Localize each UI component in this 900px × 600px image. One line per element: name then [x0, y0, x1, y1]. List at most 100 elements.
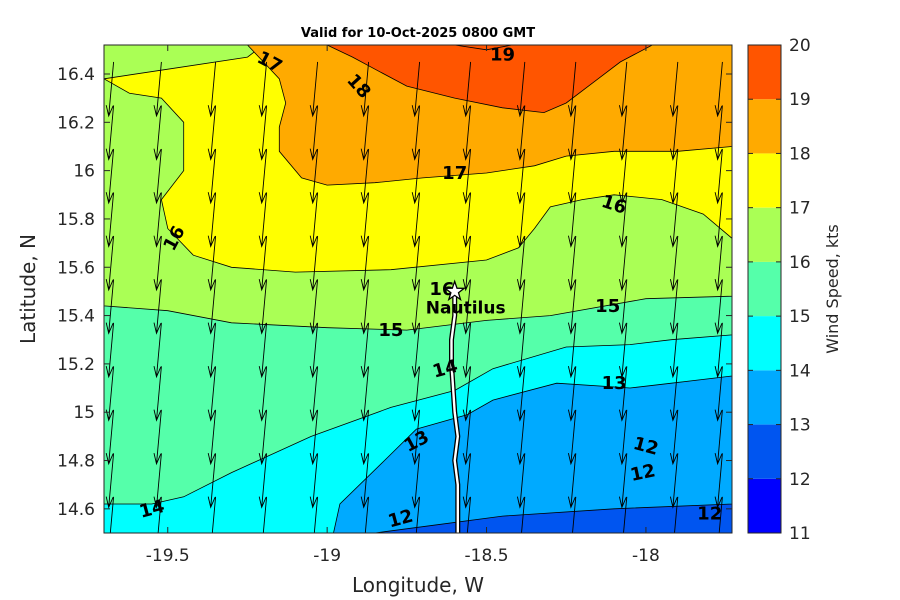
wind-vector [618, 105, 628, 161]
wind-vector [567, 366, 577, 422]
x-tick-label: -18 [632, 546, 660, 566]
plot-frame [103, 44, 733, 534]
colorbar-segment [748, 207, 781, 262]
y-tick-label: 15 [73, 403, 95, 423]
wind-vector [207, 279, 217, 335]
wind-vector [669, 61, 679, 118]
colorbar-tick-label: 13 [789, 416, 811, 436]
wind-vector [411, 148, 421, 205]
contour-region-19 [326, 45, 653, 114]
wind-vector [669, 409, 679, 466]
y-tick-label: 15.8 [57, 210, 95, 230]
wind-vector [309, 409, 319, 466]
wind-vector [258, 322, 268, 379]
wind-vector [258, 148, 268, 205]
wind-vector [105, 148, 115, 205]
wind-vector [516, 148, 526, 205]
colorbar-segment [748, 316, 781, 371]
colorbar-segment [748, 478, 781, 533]
wind-vector [714, 453, 723, 509]
wind-vector [567, 322, 577, 379]
x-axis-ticks: -19.5 -19 -18.5 -18 [146, 45, 660, 566]
y-tick-label: 14.6 [57, 500, 95, 520]
colorbar-tick-label: 18 [789, 144, 811, 164]
wind-vector [411, 453, 421, 509]
wind-vector [360, 61, 370, 118]
contour-label: 15 [595, 296, 620, 317]
wind-vector [669, 105, 679, 161]
wind-vector [714, 366, 723, 422]
wind-vector [516, 366, 526, 422]
wind-vector [309, 366, 319, 422]
wind-vector [360, 409, 370, 466]
wind-vector [153, 148, 162, 205]
wind-vector [309, 279, 319, 335]
wind-vector [618, 192, 628, 248]
wind-vector [567, 61, 577, 118]
wind-vector [360, 235, 370, 292]
wind-vector [411, 409, 421, 466]
wind-vector [105, 322, 115, 379]
colorbar-label: Wind Speed, kts [823, 224, 842, 354]
wind-vector [516, 322, 526, 379]
colorbar: 11 12 13 14 15 16 17 18 19 20 [747, 36, 811, 544]
wind-vector [153, 366, 162, 422]
wind-vector [669, 366, 679, 422]
wind-vector [360, 322, 370, 379]
y-tick-label: 14.8 [57, 452, 95, 472]
contour-label: 19 [490, 45, 515, 66]
wind-vector [411, 61, 421, 118]
wind-vector [105, 366, 115, 422]
wind-vector [153, 322, 162, 379]
colorbar-tick-label: 20 [789, 36, 811, 56]
contour-region-20 [454, 45, 513, 51]
contour-label: 17 [442, 163, 467, 184]
vessel-track [449, 291, 461, 533]
wind-vector [516, 105, 526, 161]
wind-vector [360, 453, 370, 509]
wind-vector [714, 192, 723, 248]
wind-vector [567, 279, 577, 335]
station-marker: Nautilus [426, 279, 506, 318]
colorbar-tick-label: 17 [789, 199, 811, 219]
wind-vector [258, 61, 268, 118]
wind-vector [572, 496, 577, 533]
wind-vector [623, 496, 628, 533]
wind-vector [411, 235, 421, 292]
wind-vector [618, 61, 628, 118]
wind-vector [669, 322, 679, 379]
wind-vector [462, 105, 472, 161]
wind-vector [207, 192, 217, 248]
colorbar-tick-label: 16 [789, 253, 811, 273]
wind-vector [105, 192, 115, 248]
wind-vector [466, 496, 472, 533]
colorbar-segment [748, 424, 781, 479]
wind-vector [669, 235, 679, 292]
wind-vector [360, 192, 370, 248]
wind-vector [516, 192, 526, 248]
wind-vector [567, 192, 577, 248]
wind-vector [462, 366, 472, 422]
x-tick-label: -18.5 [465, 546, 509, 566]
wind-vector [207, 453, 217, 509]
wind-vector [262, 496, 268, 533]
chart-title: Valid for 10-Oct-2025 0800 GMT [301, 26, 535, 41]
wind-vector [157, 496, 162, 533]
y-tick-label: 15.6 [57, 258, 95, 278]
colorbar-tick-label: 12 [789, 470, 811, 490]
y-tick-label: 15.2 [57, 355, 95, 375]
wind-vector [309, 322, 319, 379]
wind-vector [618, 366, 628, 422]
wind-vector [669, 453, 679, 509]
wind-vector [411, 279, 421, 335]
wind-vector [462, 322, 472, 379]
wind-vector [105, 453, 115, 509]
y-tick-label: 15.4 [57, 307, 95, 327]
wind-vector [718, 496, 723, 533]
wind-vector [207, 148, 217, 205]
y-tick-label: 16 [73, 162, 95, 182]
wind-vector [258, 235, 268, 292]
wind-vector [360, 148, 370, 205]
x-tick-label: -19 [313, 546, 341, 566]
